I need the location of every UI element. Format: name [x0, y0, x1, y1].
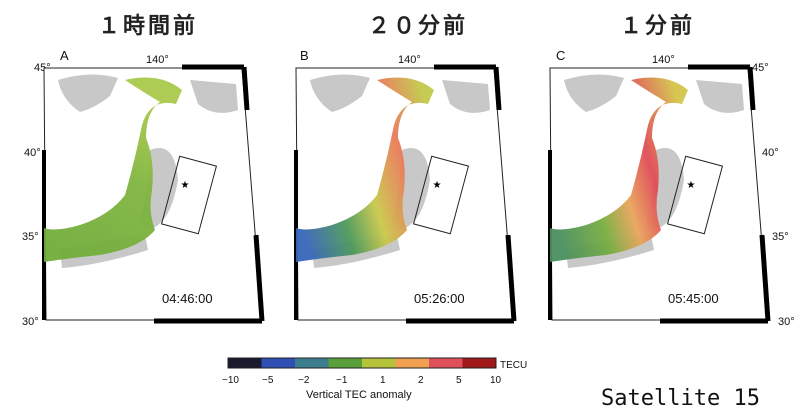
- colorbar-segment: [462, 358, 497, 368]
- panel-a-time: 04:46:00: [162, 291, 213, 306]
- colorbar-segment: [261, 358, 296, 368]
- colorbar-tick: 1: [380, 375, 386, 386]
- lat-label-30-a: 30°: [22, 316, 39, 328]
- colorbar-tick: −5: [262, 375, 274, 386]
- map-b: ★: [294, 64, 517, 324]
- panel-b-lon-label: 140°: [398, 54, 421, 66]
- panel-a-heading: １時間前: [98, 14, 199, 39]
- colorbar-tick: 5: [456, 375, 462, 386]
- lat-label-40-c: 40°: [762, 147, 779, 159]
- colorbar-segment: [395, 358, 430, 368]
- lat-label-35-c: 35°: [772, 231, 789, 243]
- colorbar-segment: [429, 358, 463, 368]
- svg-text:★: ★: [181, 180, 190, 191]
- colorbar-tick: −10: [222, 375, 239, 386]
- satellite-label: Satellite 15: [601, 386, 760, 411]
- colorbar: [227, 357, 497, 369]
- panel-a-lon-label: 140°: [146, 54, 169, 66]
- colorbar-tick: 2: [418, 375, 424, 386]
- colorbar-segment: [362, 358, 396, 368]
- colorbar-segment: [228, 358, 262, 368]
- colorbar-tick: −2: [298, 375, 310, 386]
- colorbar-segment: [295, 358, 329, 368]
- map-a: ★: [42, 64, 265, 324]
- lat-label-45-c: 45°: [752, 62, 769, 74]
- lat-label-35-a: 35°: [22, 231, 39, 243]
- map-c: ★: [548, 64, 771, 324]
- panel-c-letter: C: [556, 48, 566, 63]
- panel-c-lon-label: 140°: [652, 54, 675, 66]
- colorbar-border: [227, 357, 497, 369]
- panel-b-time: 05:26:00: [414, 291, 465, 306]
- colorbar-segment: [328, 358, 363, 368]
- panel-b-letter: B: [300, 48, 309, 63]
- colorbar-unit: TECU: [500, 360, 528, 371]
- panel-b-heading: ２０分前: [368, 14, 469, 39]
- lat-label-30-c: 30°: [778, 316, 795, 328]
- colorbar-tick: 10: [490, 375, 502, 386]
- colorbar-tick: −1: [336, 375, 348, 386]
- svg-text:★: ★: [433, 180, 442, 191]
- panel-c-heading: １分前: [620, 14, 696, 39]
- colorbar-title: Vertical TEC anomaly: [306, 389, 412, 401]
- lat-label-40-a: 40°: [24, 147, 41, 159]
- panel-a-letter: A: [60, 48, 69, 63]
- svg-text:★: ★: [687, 180, 696, 191]
- panel-c-time: 05:45:00: [668, 291, 719, 306]
